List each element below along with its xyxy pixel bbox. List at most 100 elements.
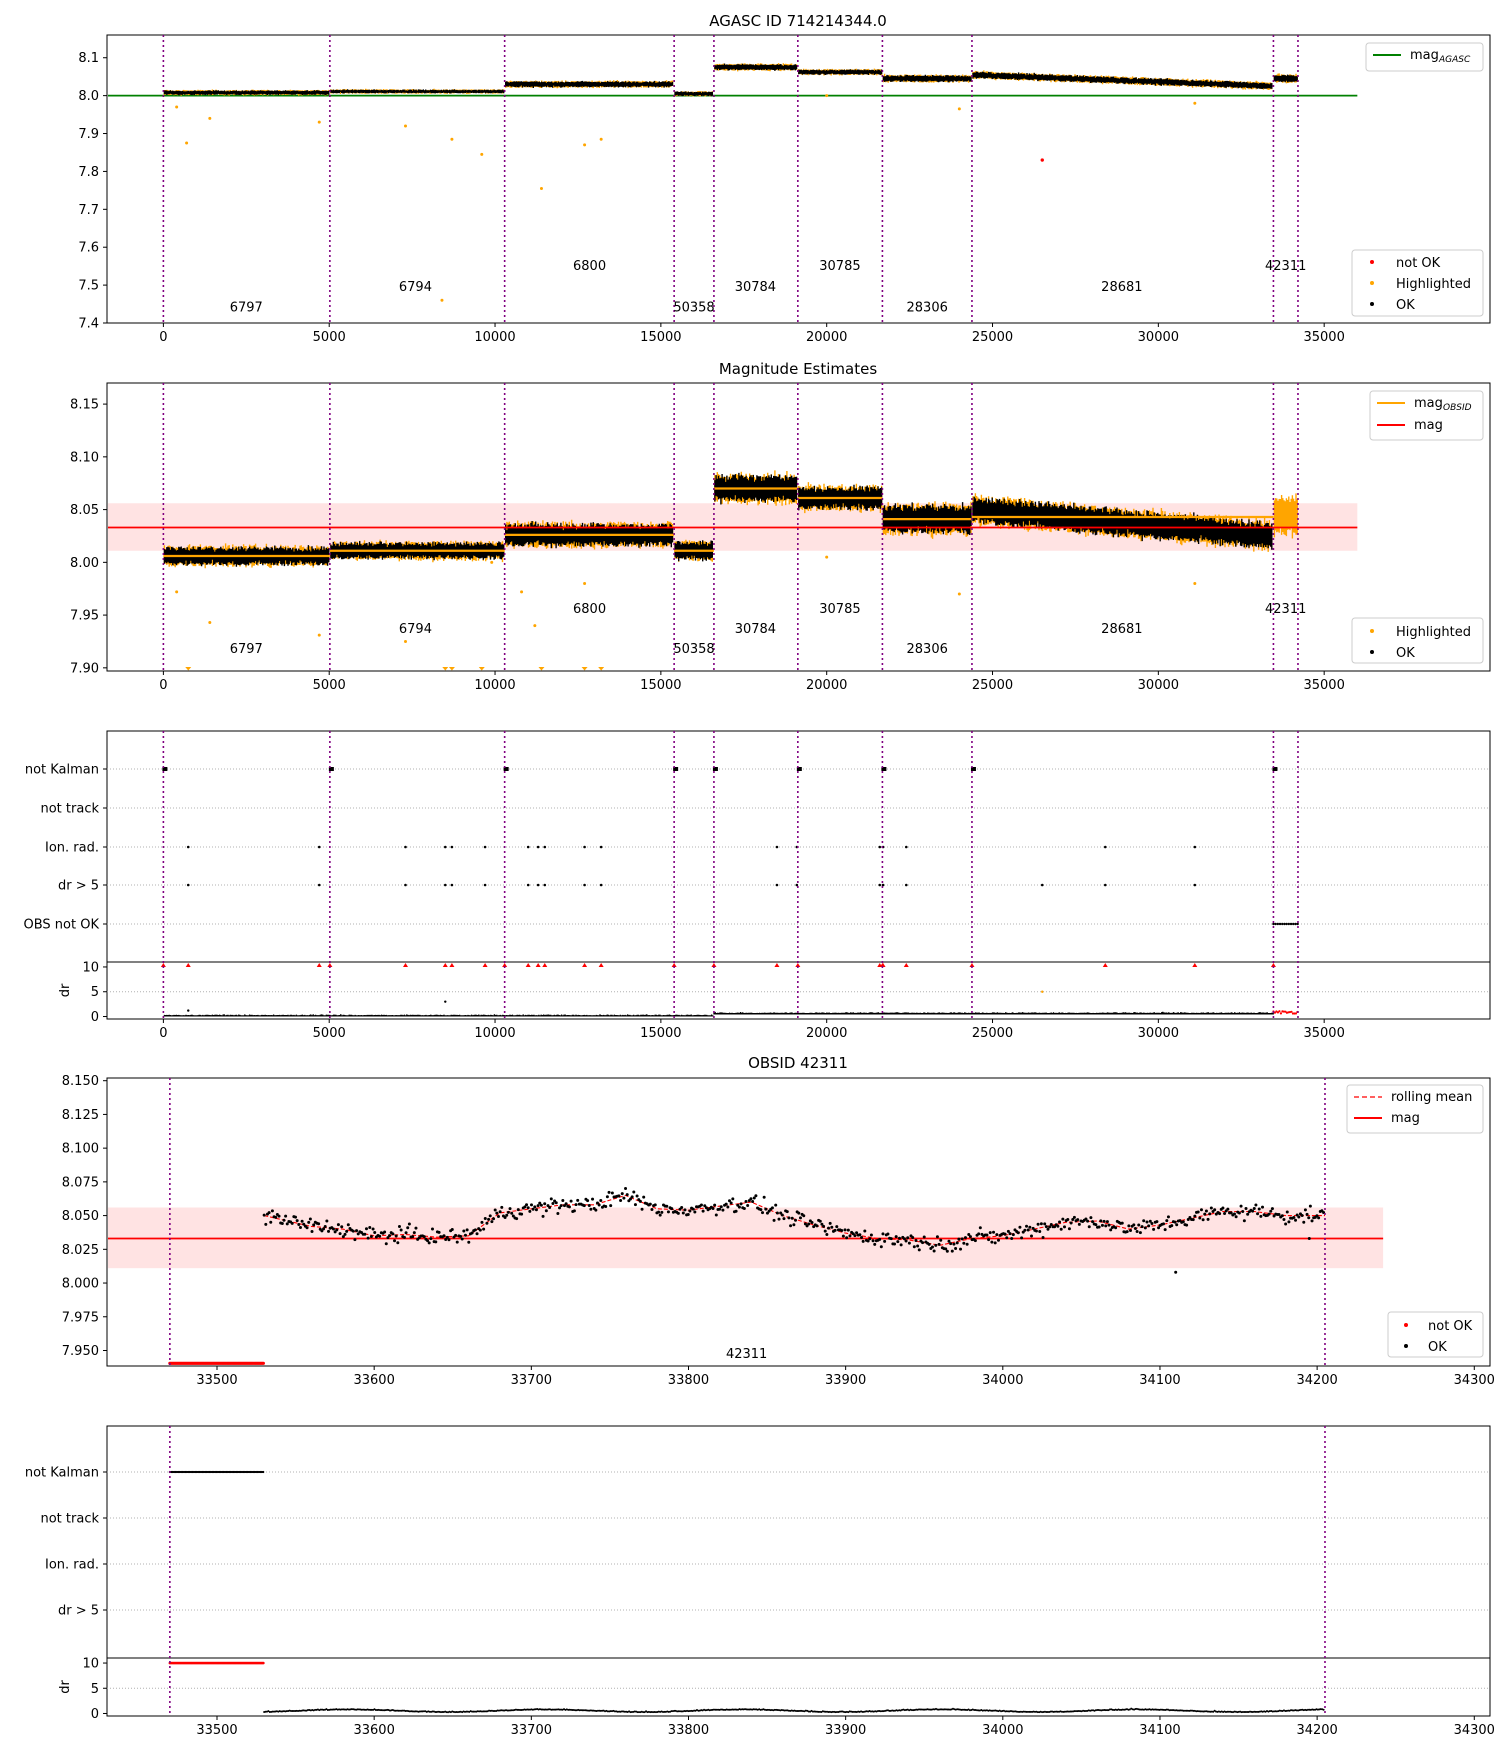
dr-ok-point — [618, 1710, 621, 1713]
highlighted-point — [583, 581, 587, 585]
ok-point — [1147, 1224, 1151, 1228]
ok-point — [939, 1238, 943, 1242]
flag-row-label: Ion. rad. — [45, 1558, 99, 1573]
ok-point — [896, 1240, 900, 1244]
highlighted-point — [825, 555, 829, 559]
ok-point — [369, 1235, 373, 1239]
x-tick-label: 25000 — [972, 1026, 1013, 1041]
ok-point — [1157, 1226, 1161, 1230]
ok-point — [1181, 1220, 1185, 1224]
flag-point — [317, 845, 321, 849]
obs-not-ok-point — [1281, 922, 1284, 926]
x-tick-label: 34000 — [982, 1723, 1023, 1738]
ok-point — [1016, 1231, 1020, 1235]
legend-box — [1351, 249, 1484, 317]
dr-ok-point — [1246, 1710, 1249, 1713]
dr-ok-point — [735, 1708, 738, 1711]
ok-point — [825, 1232, 829, 1236]
dr-ok-point — [710, 1708, 713, 1711]
dr-ok-point — [1063, 1710, 1066, 1713]
dr-clipped-marker — [877, 963, 883, 967]
ok-point — [1208, 1212, 1212, 1216]
dr-ok-point — [869, 1710, 872, 1713]
dr-ok-point — [766, 1708, 769, 1711]
ok-point — [589, 1207, 593, 1211]
ok-point — [681, 1211, 685, 1215]
y-tick-label: 5 — [91, 985, 99, 1000]
x-tick-label: 10000 — [474, 330, 515, 345]
obs-not-ok-point — [1294, 922, 1297, 926]
ok-point — [787, 1216, 791, 1220]
dr-ok-point — [1075, 1710, 1078, 1713]
legend-label-ok: OK — [1396, 298, 1415, 313]
ok-point — [779, 1211, 783, 1215]
dr-axis-label: dr — [58, 1680, 73, 1694]
dr-clipped-marker — [598, 963, 604, 967]
ok-point — [317, 1222, 321, 1226]
dr-ok-point — [1241, 1711, 1244, 1714]
ok-point — [977, 1232, 981, 1236]
obs-not-ok-point — [1278, 922, 1282, 926]
ok-point — [353, 1238, 357, 1242]
dr-ok-point — [687, 1710, 690, 1713]
obsid-label: 28681 — [1101, 280, 1142, 295]
legend-label-mag: mag — [1391, 1111, 1420, 1126]
ok-point — [889, 1237, 893, 1241]
x-tick-label: 5000 — [313, 330, 346, 345]
flag-row-label: not Kalman — [25, 1466, 99, 1481]
ok-point — [1084, 1217, 1088, 1221]
ok-point — [1244, 1206, 1248, 1210]
dr-ok-point — [1028, 1710, 1031, 1713]
dr-clipped-marker — [327, 963, 333, 967]
ok-point — [1315, 1214, 1319, 1218]
obs-not-ok-point — [1285, 922, 1288, 926]
dr-ok-point — [753, 1708, 756, 1711]
ok-point — [1257, 1207, 1261, 1211]
highlighted-point — [208, 116, 212, 120]
ok-point — [1140, 1225, 1144, 1229]
ok-point — [927, 1242, 931, 1246]
ok-point — [1003, 1232, 1007, 1236]
ok-point — [373, 1230, 377, 1234]
dr-ok-point — [1104, 1709, 1107, 1712]
dr-ok-point — [584, 1709, 587, 1712]
dr-ok-point — [1084, 1709, 1087, 1712]
dr-ok-point — [642, 1711, 645, 1714]
dr-ok-point — [643, 1711, 646, 1714]
ok-point — [1155, 1220, 1159, 1224]
legend-marker-not-ok — [1370, 260, 1374, 264]
ok-point — [284, 1214, 288, 1218]
ok-point — [906, 1236, 910, 1240]
dr-not-ok-point — [262, 1661, 265, 1665]
dr-ok-points-band — [163, 1011, 1274, 1017]
dr-ok-point — [663, 1710, 666, 1713]
dr-ok-point — [1083, 1709, 1086, 1712]
clipped-outlier-marker — [442, 667, 449, 671]
dr-ok-point — [550, 1708, 553, 1711]
ok-point — [1076, 1218, 1080, 1222]
ok-point — [949, 1242, 953, 1246]
ok-point — [505, 1213, 509, 1217]
ok-point — [1252, 1207, 1256, 1211]
panel-magnitude-estimates: Magnitude Estimates mag OBSID mag Highli… — [70, 360, 1491, 693]
ok-point — [572, 1209, 576, 1213]
obsid-label: 6794 — [399, 280, 432, 295]
ok-point — [638, 1199, 642, 1203]
dr-clipped-marker — [774, 963, 780, 967]
dr-ok-point — [400, 1709, 403, 1712]
dr-ok-point — [319, 1708, 322, 1711]
ok-point — [693, 1210, 697, 1214]
ok-point — [445, 1235, 449, 1239]
dr-ok-point — [877, 1710, 880, 1713]
dr-ok-point — [816, 1710, 819, 1713]
dr-ok-point — [587, 1709, 590, 1712]
flag-point — [796, 767, 802, 771]
ok-point — [610, 1191, 614, 1195]
dr-ok-point — [881, 1710, 884, 1713]
dr-ok-point — [922, 1708, 925, 1711]
highlighted-point — [440, 298, 444, 302]
flag-point — [1040, 883, 1044, 887]
y-tick-label: 7.975 — [62, 1310, 99, 1325]
ok-point — [564, 1202, 568, 1206]
ok-point — [802, 1214, 806, 1218]
